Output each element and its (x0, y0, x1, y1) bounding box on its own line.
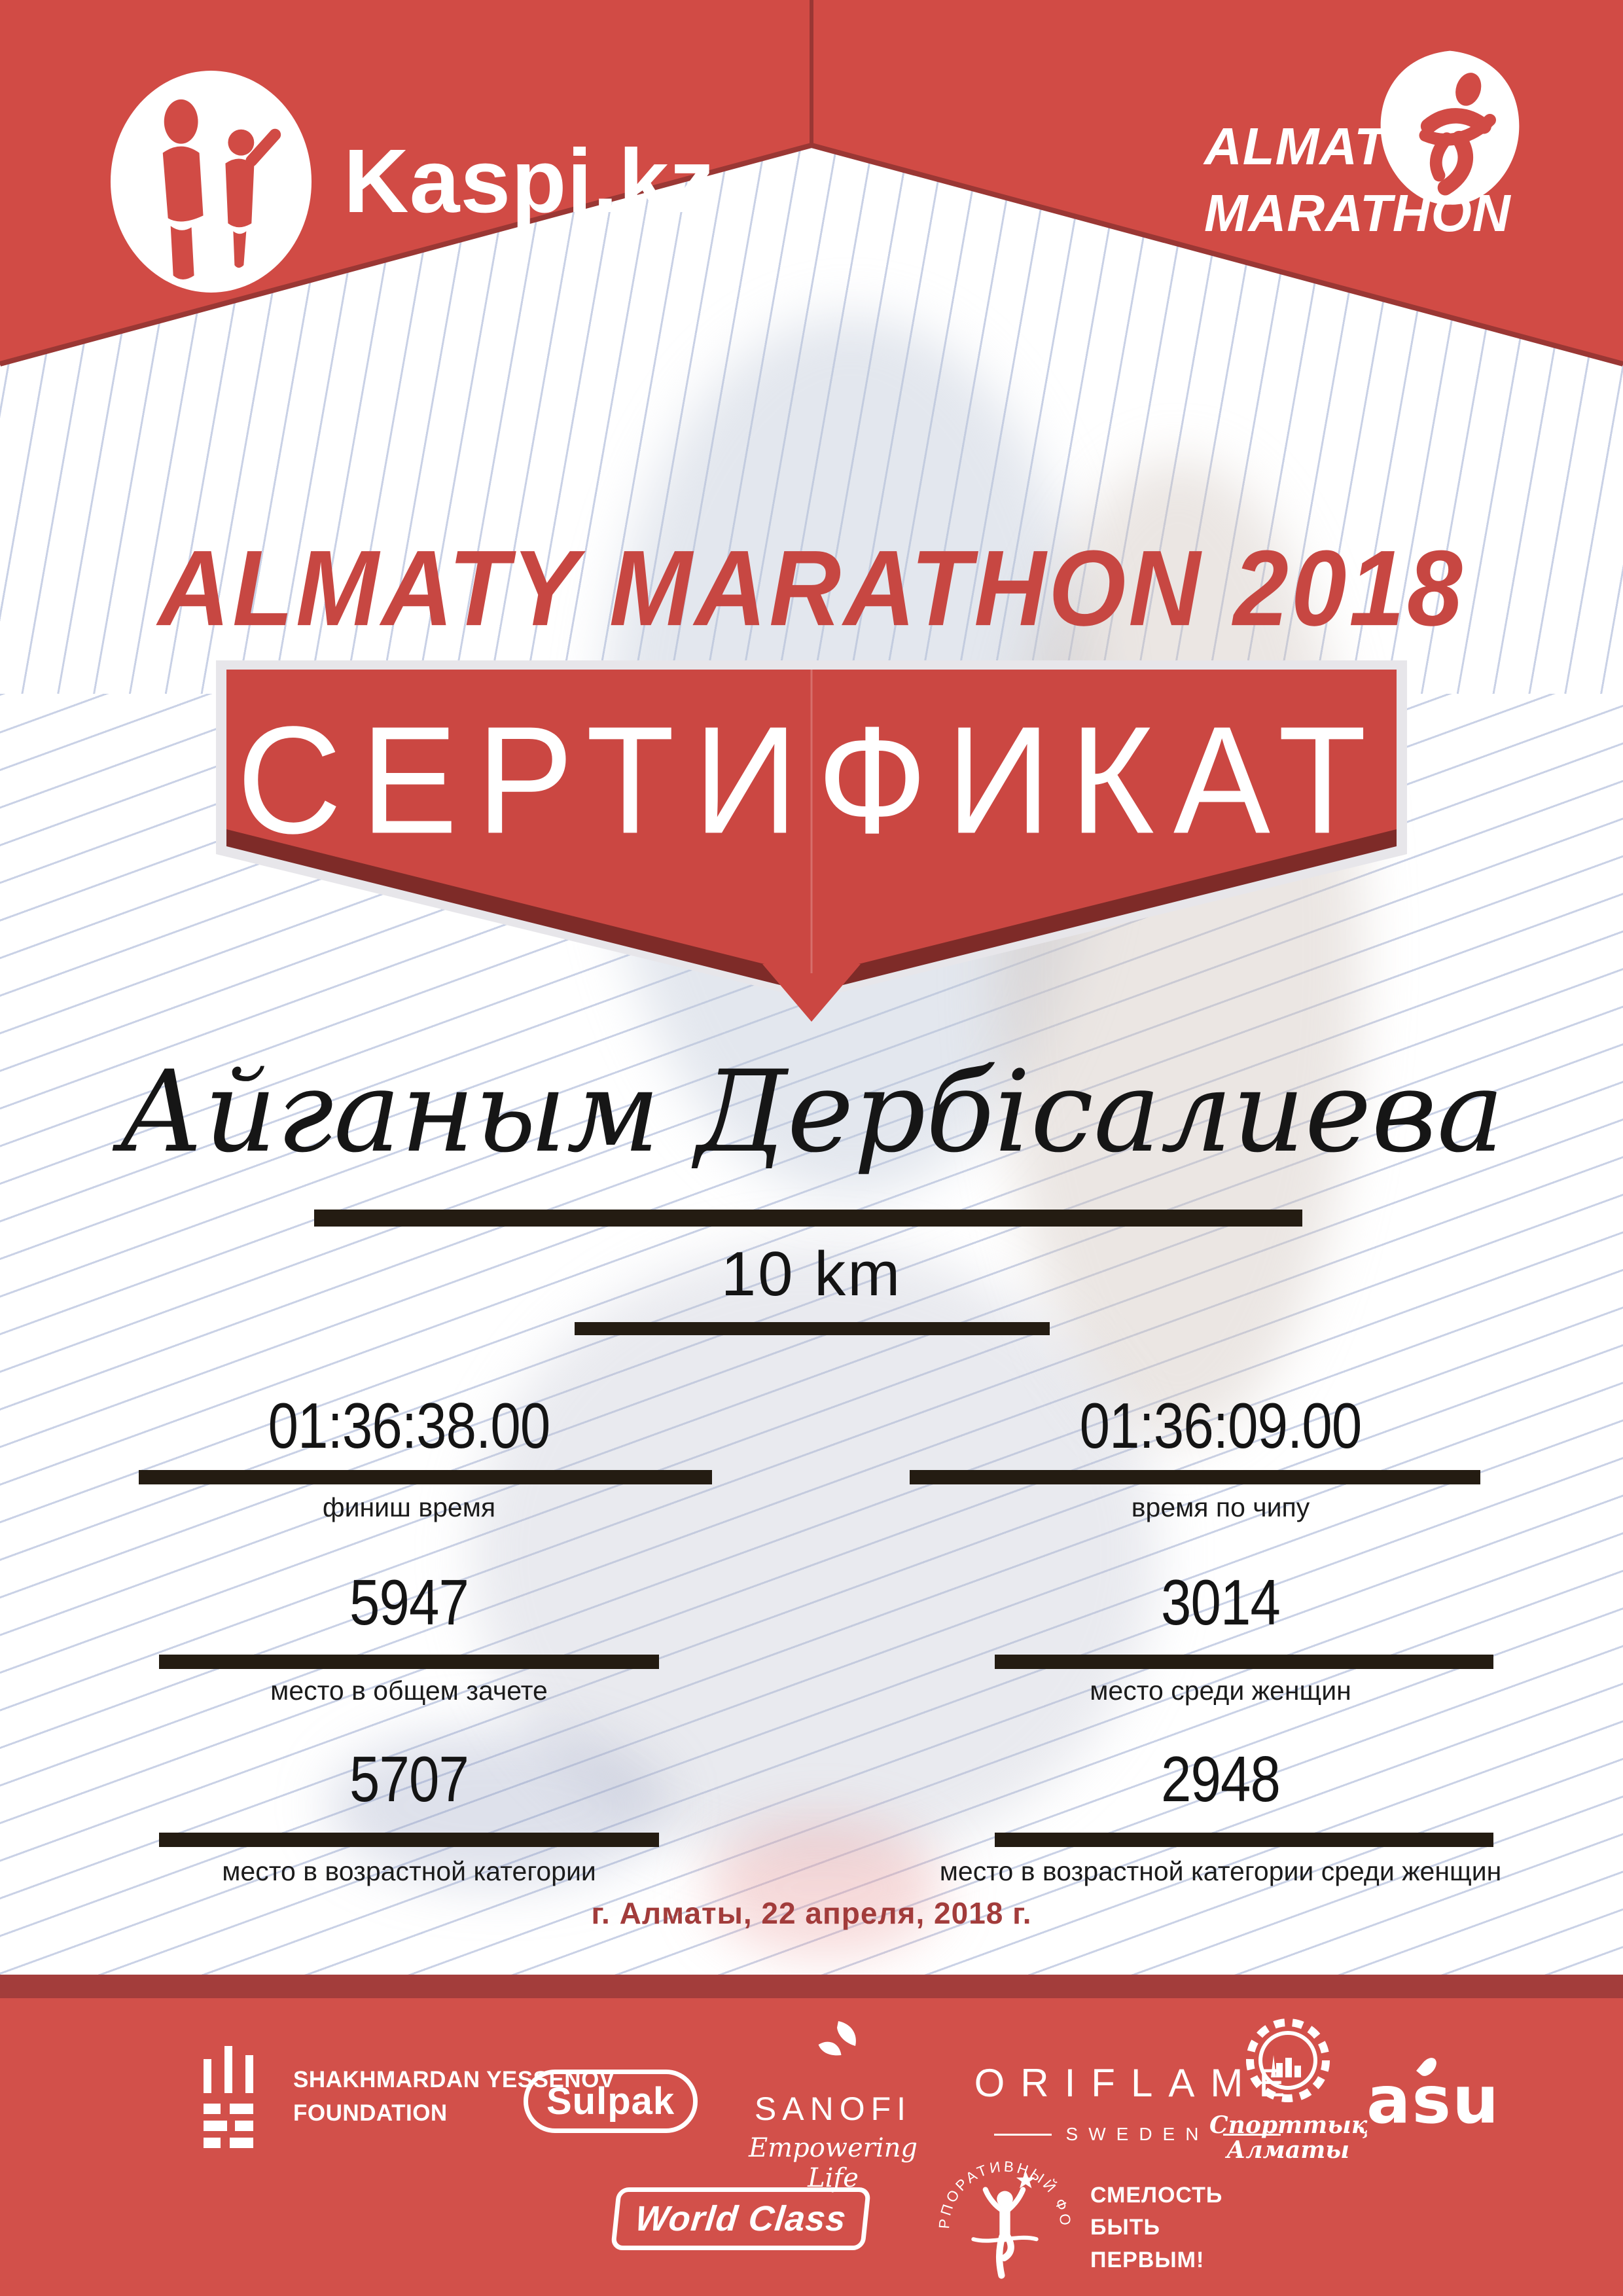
name-underline (314, 1210, 1302, 1227)
age-category-women-place-label: место в возрастной категории среди женщи… (939, 1856, 1502, 1886)
fund-runner-icon: КОРПОРАТИВНЫЙ ФОНД (927, 2135, 1071, 2279)
fund-slogan-line1: СМЕЛОСТЬ (1090, 2183, 1223, 2208)
women-place-value: 3014 (1161, 1566, 1281, 1638)
photo-hint-legs (471, 1244, 1158, 1865)
banner-title: СЕРТИФИКАТ (209, 694, 1414, 865)
sporttyq-almaty-logo: Спорттық Алматы (1209, 2017, 1368, 2164)
fund-slogan: СМЕЛОСТЬ БЫТЬ ПЕРВЫМ! (1090, 2179, 1222, 2276)
sulpak-text: Sulpak (546, 2080, 675, 2123)
header-ribbon (0, 0, 1623, 367)
sanofi-bird-icon (818, 2021, 856, 2056)
participant-name: Айганым Дербісалиева (118, 1046, 1505, 1177)
banner-title-text: СЕРТИФИКАТ (237, 694, 1386, 865)
age-category-place-value: 5707 (349, 1743, 469, 1815)
distance-value: 10 km (721, 1239, 902, 1309)
world-class-logo: World Class (610, 2187, 872, 2250)
sanofi-logo: SANOFI Empowering Life (738, 2017, 928, 2193)
finish-time-value: 01:36:38.00 (268, 1390, 551, 1462)
photo-hint-shoe (327, 1728, 668, 1885)
photo-hint-red-shoe (707, 1820, 942, 1957)
overall-place-label: место в общем зачете (270, 1676, 548, 1706)
yessenov-foundation-logo: SHAKHMARDAN YESSENOV FOUNDATION (293, 2068, 615, 2125)
runner-pick-icon (1380, 50, 1520, 205)
kaspi-logo: Kaspi.kz (108, 69, 715, 295)
oriflame-text: ORIFLAME (974, 2061, 1301, 2105)
page-title: ALMATY MARATHON 2018 (158, 528, 1465, 649)
oriflame-sweden-row: SWEDEN (948, 2124, 1327, 2145)
footer-band (0, 1998, 1623, 2296)
oriflame-sublabel: SWEDEN (1065, 2124, 1209, 2144)
age-category-women-place-value: 2948 (1161, 1743, 1281, 1815)
kaspi-logo-text: Kaspi.kz (344, 131, 715, 232)
chip-time-value: 01:36:09.00 (1079, 1390, 1363, 1462)
women-place-label: место среди женщин (1090, 1676, 1351, 1706)
sporttyq-text: Спорттық Алматы (1209, 2111, 1368, 2164)
sanofi-tagline: Empowering Life (748, 2133, 918, 2193)
finish-time-label: финиш время (322, 1492, 496, 1522)
asu-text: asu (1366, 2062, 1501, 2138)
certificate-banner (216, 660, 1407, 1022)
overall-place-underline (159, 1655, 659, 1669)
sanofi-text: SANOFI (754, 2090, 912, 2127)
fund-slogan-line3: ПЕРВЫМ! (1090, 2247, 1205, 2272)
distance-underline (575, 1322, 1050, 1335)
photo-hint-runner-female (995, 458, 1361, 1440)
sporttyq-emblem-icon (1246, 2018, 1330, 2102)
asu-logo: asu (1366, 2054, 1501, 2138)
sulpak-logo: Sulpak (524, 2070, 698, 2133)
finish-time-underline (139, 1470, 712, 1484)
age-category-women-place-underline (995, 1833, 1493, 1847)
sporttyq-line1: Спорттық (1209, 2111, 1368, 2139)
age-category-place-underline (159, 1833, 659, 1847)
yessenov-line2: FOUNDATION (293, 2100, 448, 2126)
oriflame-logo: ORIFLAME SWEDEN (948, 2060, 1327, 2145)
world-class-text: World Class (633, 2199, 849, 2238)
date-location: г. Алматы, 22 апреля, 2018 г. (591, 1896, 1032, 1930)
age-category-place-label: место в возрастной категории (222, 1856, 596, 1886)
corporate-fund-logo: КОРПОРАТИВНЫЙ ФОНД СМЕЛОСТЬ БЫТЬ ПЕРВЫМ! (927, 2135, 1222, 2289)
overall-place-value: 5947 (349, 1566, 469, 1638)
chip-time-label: время по чипу (1131, 1492, 1310, 1522)
oriflame-dash-right (1223, 2133, 1281, 2136)
women-place-underline (995, 1655, 1493, 1669)
fund-slogan-line2: БЫТЬ (1090, 2215, 1160, 2240)
kaspi-people-icon (110, 71, 312, 293)
oriflame-dash-left (993, 2133, 1052, 2136)
footer-dark-strip (0, 1975, 1623, 1998)
yessenov-foundation-icon (204, 2046, 253, 2148)
chip-time-underline (910, 1470, 1480, 1484)
sporttyq-line2: Алматы (1226, 2136, 1349, 2164)
